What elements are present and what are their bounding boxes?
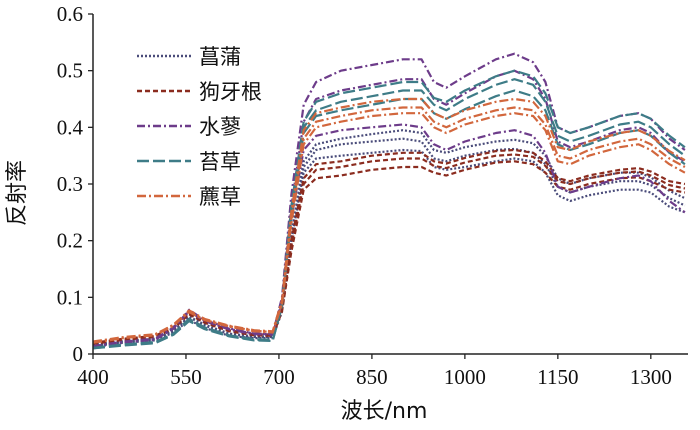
x-tick-label: 850: [356, 365, 388, 389]
y-tick-label: 0.6: [57, 2, 83, 26]
x-tick-label: 1300: [630, 365, 672, 389]
legend-label-1: 菖蒲: [199, 45, 241, 69]
legend-label-2: 狗牙根: [199, 80, 262, 104]
y-tick-label: 0: [73, 342, 84, 366]
legend-label-5: 藨草: [199, 185, 241, 209]
series-line-2-3: [92, 148, 686, 345]
series-line-4-1: [92, 78, 686, 350]
x-tick-label: 1000: [444, 365, 486, 389]
x-tick-label: 1150: [537, 365, 578, 389]
legend-label-4: 苔草: [199, 150, 241, 174]
series-line-2-1: [92, 160, 686, 345]
x-tick-label: 550: [170, 365, 202, 389]
y-tick-label: 0.5: [57, 59, 83, 83]
series-line-1-3: [92, 129, 686, 346]
x-tick-label: 400: [77, 365, 109, 389]
x-axis-label: 波长/nm: [341, 399, 428, 424]
series-line-5-1: [92, 106, 686, 344]
y-tick-label: 0.3: [57, 172, 83, 196]
y-tick-label: 0.2: [57, 229, 83, 253]
axes: [88, 13, 688, 359]
y-axis-label: 反射率: [5, 160, 30, 226]
series-curves: [92, 52, 686, 350]
y-tick-label: 0.1: [57, 285, 83, 309]
x-tick-label: 700: [263, 365, 295, 389]
series-line-4-2: [92, 69, 686, 349]
series-line-1-2: [92, 137, 686, 348]
tick-labels: 400 550 700 850 1000 1150 1300 0 0.1 0.2 0.3 0.4 0.5…: [57, 2, 672, 389]
series-line-2-2: [92, 153, 686, 344]
series-line-5-3: [92, 112, 686, 343]
series-line-3-1: [92, 52, 686, 349]
series-line-3-2: [92, 69, 686, 348]
series-line-3-3: [92, 123, 686, 348]
series-line-5-2: [92, 97, 686, 344]
series-line-4-3: [92, 89, 686, 350]
series-line-1-1: [92, 148, 686, 347]
legend-label-3: 水蓼: [199, 115, 241, 139]
y-tick-label: 0.4: [57, 115, 84, 139]
